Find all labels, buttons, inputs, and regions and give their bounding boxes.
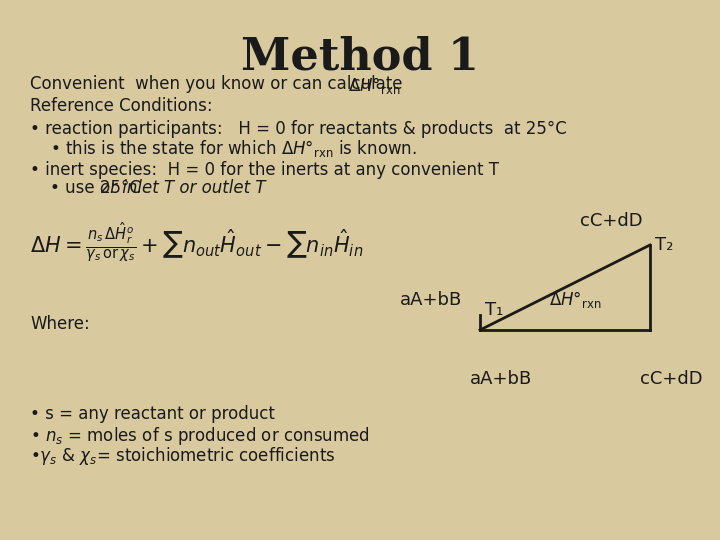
Text: T₂: T₂ (655, 236, 673, 254)
Text: Method 1: Method 1 (241, 35, 479, 78)
Text: • $n_s$ = moles of s produced or consumed: • $n_s$ = moles of s produced or consume… (30, 425, 370, 447)
Text: cC+dD: cC+dD (580, 212, 643, 230)
Text: Convenient  when you know or can calculate: Convenient when you know or can calculat… (30, 75, 413, 93)
Text: • inert species:  H = 0 for the inerts at any convenient T: • inert species: H = 0 for the inerts at… (30, 161, 499, 179)
Text: $\Delta H°_{\mathrm{rxn}}$: $\Delta H°_{\mathrm{rxn}}$ (549, 289, 601, 310)
Text: Reference Conditions:: Reference Conditions: (30, 97, 212, 115)
Text: $\Delta H°_{\mathrm{rxn}}$: $\Delta H°_{\mathrm{rxn}}$ (348, 75, 400, 96)
Text: • this is the state for which $\Delta H°_{\mathrm{rxn}}$ is known.: • this is the state for which $\Delta H°… (50, 138, 417, 159)
Text: $\Delta H = \frac{n_s\,\Delta\hat{H}^o_r}{\gamma_s\,\mathrm{or}\,\chi_s} + \sum : $\Delta H = \frac{n_s\,\Delta\hat{H}^o_r… (30, 220, 364, 264)
Text: • reaction participants:   H = 0 for reactants & products  at 25°C: • reaction participants: H = 0 for react… (30, 120, 567, 138)
Text: • s = any reactant or product: • s = any reactant or product (30, 405, 275, 423)
Text: •$\gamma_s$ & $\chi_s$= stoichiometric coefficients: •$\gamma_s$ & $\chi_s$= stoichiometric c… (30, 445, 336, 467)
Text: aA+bB: aA+bB (400, 291, 462, 309)
Text: T₁: T₁ (485, 301, 503, 319)
Text: aA+bB: aA+bB (470, 370, 532, 388)
Text: • use 25°C: • use 25°C (50, 179, 146, 197)
Text: or inlet T or outlet T: or inlet T or outlet T (100, 179, 266, 197)
Text: cC+dD: cC+dD (640, 370, 703, 388)
Text: Where:: Where: (30, 315, 90, 333)
